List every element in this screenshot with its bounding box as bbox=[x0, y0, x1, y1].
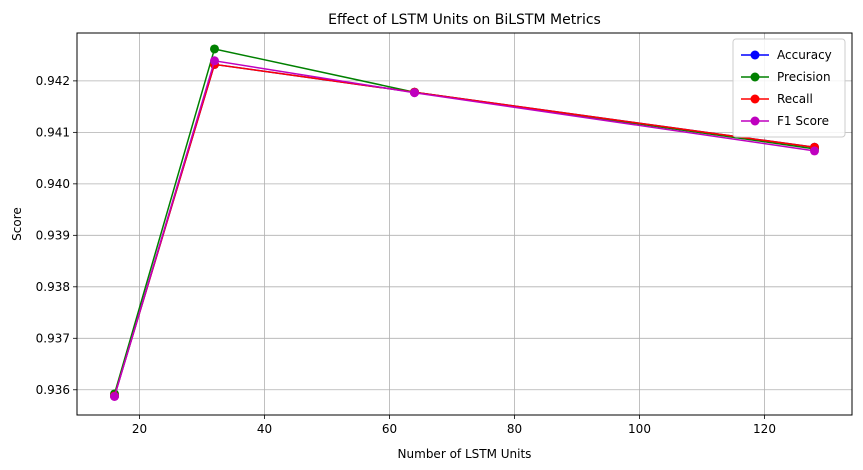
y-tick-label: 0.936 bbox=[36, 383, 70, 397]
x-tick-label: 60 bbox=[382, 422, 397, 436]
data-point-f1-score bbox=[110, 391, 119, 401]
y-tick-label: 0.940 bbox=[36, 177, 70, 191]
legend-marker-precision bbox=[750, 72, 760, 82]
plot-frame bbox=[76, 32, 853, 416]
legend-label-f1-score: F1 Score bbox=[777, 114, 829, 128]
series-line-f1-score bbox=[113, 59, 815, 397]
legend: Accuracy Precision Recall F1 Score bbox=[732, 38, 846, 138]
legend-label-recall: Recall bbox=[777, 92, 813, 106]
y-tick-label: 0.937 bbox=[36, 331, 70, 345]
y-tick-label: 0.941 bbox=[36, 125, 70, 139]
chart-title: Effect of LSTM Units on BiLSTM Metrics bbox=[328, 12, 601, 28]
legend-label-precision: Precision bbox=[777, 70, 831, 84]
axis-ticks: 20 40 60 80 100 120 0.936 0.937 0.938 0.939 0.940 0… bbox=[36, 74, 776, 436]
x-axis-label: Number of LSTM Units bbox=[398, 447, 532, 461]
x-tick-label: 80 bbox=[507, 422, 522, 436]
x-tick-label: 20 bbox=[132, 422, 147, 436]
y-axis-label: Score bbox=[10, 207, 24, 241]
data-point-f1-score bbox=[210, 56, 219, 66]
x-tick-label: 100 bbox=[628, 422, 651, 436]
legend-box bbox=[732, 38, 846, 138]
y-tick-label: 0.942 bbox=[36, 74, 70, 88]
legend-label-accuracy: Accuracy bbox=[777, 48, 832, 62]
data-point-f1-score bbox=[410, 88, 419, 98]
data-point-precision bbox=[210, 44, 219, 54]
y-tick-label: 0.938 bbox=[36, 280, 70, 294]
plot-area bbox=[110, 44, 819, 401]
legend-marker-recall bbox=[750, 94, 760, 104]
data-point-f1-score bbox=[810, 146, 819, 156]
series-line-accuracy bbox=[113, 63, 815, 397]
legend-marker-accuracy bbox=[750, 50, 760, 60]
x-tick-label: 120 bbox=[753, 422, 776, 436]
series-line-precision bbox=[113, 48, 815, 395]
legend-marker-f1-score bbox=[750, 116, 760, 126]
x-tick-label: 40 bbox=[257, 422, 272, 436]
y-tick-label: 0.939 bbox=[36, 228, 70, 242]
series-line-recall bbox=[113, 63, 815, 397]
